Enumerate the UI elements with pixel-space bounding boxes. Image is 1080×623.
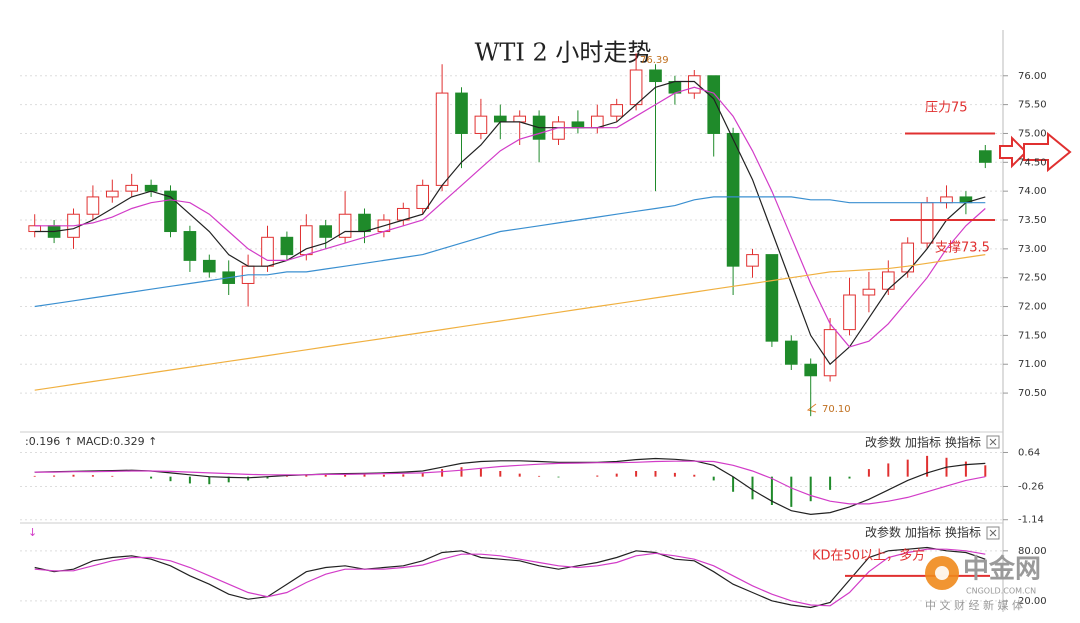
y-tick-label: 75.00 [1018, 128, 1047, 139]
y-tick-label: 72.00 [1018, 302, 1047, 313]
arrow-icon [1023, 131, 1072, 173]
indicator-line [34, 460, 986, 505]
candle-body [610, 104, 624, 117]
arrow-icon [999, 135, 1028, 169]
candle-body [726, 132, 740, 267]
candle-body [513, 115, 527, 123]
candle-body [746, 254, 759, 267]
candle-body [823, 329, 837, 377]
candle-body [183, 231, 197, 261]
indicator-button[interactable]: 改参数 [865, 435, 901, 450]
level-label: KD在50以上，多方 [812, 548, 925, 564]
candle-body [261, 236, 274, 267]
candle-body [416, 184, 430, 209]
candle-body [804, 363, 818, 377]
candle-body [144, 184, 158, 192]
candle-body [28, 225, 42, 233]
candle-body [629, 69, 643, 106]
candle-body [649, 69, 662, 83]
indicator-button[interactable]: 加指标 [905, 435, 941, 450]
candle-body [358, 213, 371, 233]
annotation: 70.10 [822, 404, 851, 415]
y-tick-label: 20.00 [1018, 596, 1047, 607]
chart-title: WTI 2 小时走势 [475, 39, 652, 67]
candle-body [978, 150, 992, 163]
candle-body [843, 294, 856, 331]
y-tick-label: 76.00 [1018, 71, 1047, 82]
y-tick-label: 72.50 [1018, 273, 1047, 284]
candle-body [338, 213, 352, 238]
candle-body [125, 184, 139, 192]
candle-body [299, 225, 313, 256]
candle-body [552, 121, 565, 140]
watermark-slogan: 中 文 财 经 新 媒 体 [925, 598, 1023, 612]
y-tick-label: 71.00 [1018, 359, 1047, 370]
y-tick-label: 74.00 [1018, 186, 1047, 197]
candle-body [474, 115, 488, 134]
candle-body [435, 92, 449, 186]
indicator-line [34, 457, 986, 516]
y-tick-label: 80.00 [1018, 546, 1047, 557]
watermark-logo [935, 566, 949, 580]
macd-header: :0.196 ↑ MACD:0.329 ↑ [25, 435, 157, 448]
y-tick-label: -0.26 [1018, 481, 1044, 492]
watermark-brand: 中金网 [963, 554, 1041, 585]
y-tick-label: 75.50 [1018, 100, 1047, 111]
candle-body [319, 225, 333, 238]
candle-body [920, 202, 934, 244]
watermark-site: CNGOLD.COM.CN [966, 587, 1036, 596]
level-label: 压力75 [925, 101, 968, 116]
indicator-line [34, 86, 986, 348]
y-tick-label: 73.50 [1018, 215, 1047, 226]
y-tick-label: 0.64 [1018, 447, 1040, 458]
candle-body [687, 75, 701, 94]
candle-body [86, 196, 100, 215]
close-box[interactable] [986, 526, 1000, 540]
y-tick-label: 73.00 [1018, 244, 1047, 255]
candle-body [202, 259, 216, 273]
candle-body [784, 340, 798, 365]
indicator-line [34, 80, 986, 366]
pointer-arrow [806, 403, 817, 413]
close-box[interactable] [986, 435, 1000, 449]
indicator-button[interactable]: 改参数 [865, 525, 901, 540]
indicator-button[interactable]: 加指标 [905, 525, 941, 540]
indicator-line [34, 196, 986, 308]
indicator-line [34, 548, 986, 607]
candle-body [164, 190, 177, 233]
candle-body [280, 236, 294, 256]
indicator-line [34, 546, 986, 609]
indicator-line [34, 254, 986, 391]
candle-body [881, 271, 895, 290]
candle-body [765, 254, 779, 342]
y-tick-label: 70.50 [1018, 388, 1047, 399]
indicator-button[interactable]: 换指标 [945, 435, 981, 450]
candle-body [940, 196, 953, 204]
y-tick-label: 74.50 [1018, 157, 1047, 168]
annotation: 76.39 [640, 55, 669, 66]
candle-body [493, 115, 507, 123]
indicator-button[interactable]: 换指标 [945, 525, 981, 540]
candle-body [571, 121, 585, 129]
kd-header: ↓ [28, 526, 37, 539]
candle-body [105, 190, 119, 198]
y-tick-label: 71.50 [1018, 330, 1047, 341]
candle-body [707, 75, 721, 134]
level-label: 支撑73.5 [935, 241, 990, 256]
candle-body [455, 92, 468, 134]
candle-body [862, 288, 876, 296]
y-tick-label: -1.14 [1018, 515, 1044, 526]
